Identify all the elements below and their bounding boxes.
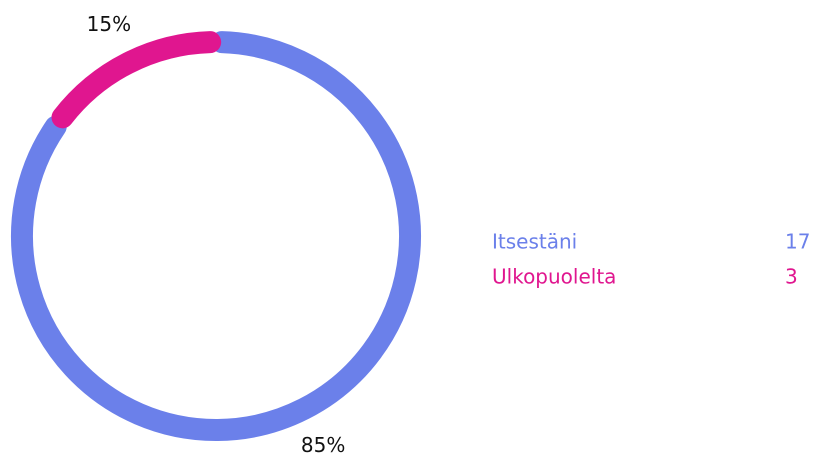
donut-segment — [11, 31, 421, 441]
legend-label: Ulkopuolelta — [492, 265, 616, 289]
legend-count: 3 — [785, 265, 798, 289]
donut-segment — [51, 31, 222, 129]
legend-count: 17 — [785, 230, 810, 254]
percent-label: 15% — [87, 12, 131, 36]
legend-label: Itsestäni — [492, 230, 577, 254]
percent-label: 85% — [301, 433, 345, 457]
